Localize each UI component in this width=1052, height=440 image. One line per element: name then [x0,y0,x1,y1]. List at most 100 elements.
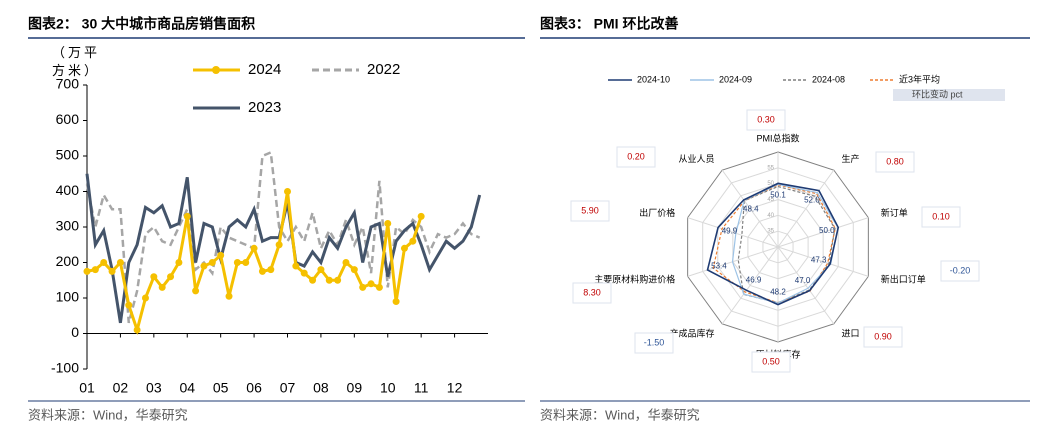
y-tick-label: 200 [56,253,80,269]
change-label: 8.30 [583,287,601,297]
change-box [751,351,791,373]
change-label: 0.50 [762,356,780,366]
x-tick-label: 11 [414,380,429,396]
legend-label: 近3年平均 [899,73,940,84]
x-tick-label: 12 [447,380,463,396]
y-tick-label: 700 [56,76,80,92]
point [359,283,367,291]
source: 资料来源：Wind，华泰研究 [28,407,188,422]
point [141,294,149,302]
x-tick-label: 07 [280,380,296,396]
legend-label: 2024-10 [637,74,670,84]
point [292,262,300,270]
spoke [777,246,869,277]
point [225,292,233,300]
point [175,259,183,266]
point [317,266,325,274]
change-box [875,151,915,173]
point [116,259,124,266]
change-box [746,109,786,131]
change-label: 0.30 [757,114,775,124]
point [417,212,425,220]
left-title: 图表2： 30 大中城市商品房销售面积 [28,16,255,32]
point [208,259,216,266]
point [400,244,408,252]
point [150,273,158,281]
legend-box [893,89,1005,101]
y-tick-label: -100 [51,360,79,376]
spoke [687,217,779,248]
x-tick-label: 03 [146,380,162,396]
y-tick-label: 600 [56,111,80,127]
legend-label: 环比变动 pct [912,88,963,99]
legend-label: 2022 [367,61,400,78]
change-box [570,200,610,222]
radar-series [706,182,840,306]
change-box [572,282,612,304]
point [91,266,99,274]
point [309,276,317,284]
point [258,267,266,275]
source: 资料来源：Wind，华泰研究 [540,407,700,422]
y-tick-label: 0 [71,324,79,340]
spoke [777,246,835,325]
value-label: 53.4 [711,261,727,270]
point [367,280,375,288]
axis-label: 新订单 [881,207,908,218]
axis-label: 主要原材料购进价格 [594,274,675,285]
spoke [777,169,835,248]
value-label: 46.9 [746,276,762,285]
point [83,267,91,275]
legend-label: 2023 [248,99,281,116]
point [242,259,250,266]
change-box [863,326,903,348]
x-tick-label: 09 [347,380,363,396]
point [167,273,175,281]
axis-label: PMI总指数 [756,132,799,143]
point [158,283,166,291]
point [392,298,400,306]
x-tick-label: 01 [79,380,95,396]
point [342,259,350,266]
change-box [616,146,656,168]
r-tick-label: 55 [767,165,774,171]
point [300,269,308,277]
r-tick-label: 40 [767,213,774,219]
axis-label: 进口 [841,329,859,339]
y-tick-label: 100 [56,289,80,305]
spoke [777,217,869,248]
change-label: -0.20 [950,265,971,275]
axis-label: 新出口订单 [881,274,926,285]
change-label: 0.20 [627,151,645,161]
point [267,266,275,274]
value-label: 49.9 [722,226,738,235]
value-label: 48.2 [770,288,786,297]
r-tick-label: 50 [767,181,774,187]
point [275,241,283,249]
radar-series [737,185,836,304]
point [125,301,133,309]
y-tick-label: 300 [56,218,80,234]
axis-label: 产成品库存 [670,328,715,339]
change-box [921,206,961,228]
axis-label: 生产 [841,153,859,164]
point [284,188,291,195]
point [133,326,141,334]
r-tick-label: 35 [767,229,774,235]
change-box [634,332,674,354]
x-tick-label: 10 [380,380,396,396]
series-line [85,150,481,324]
x-tick-label: 04 [179,380,195,396]
right-title: 图表3： PMI 环比改善 [540,16,678,32]
point [250,244,258,252]
value-label: 47.3 [811,255,827,264]
spoke [721,169,779,248]
change-label: -1.50 [644,337,665,347]
change-label: 0.80 [886,156,904,166]
spoke [721,246,779,325]
legend-label: 2024-09 [719,74,752,84]
point [375,283,383,291]
y-tick-label: 400 [56,182,80,198]
point [409,237,417,245]
